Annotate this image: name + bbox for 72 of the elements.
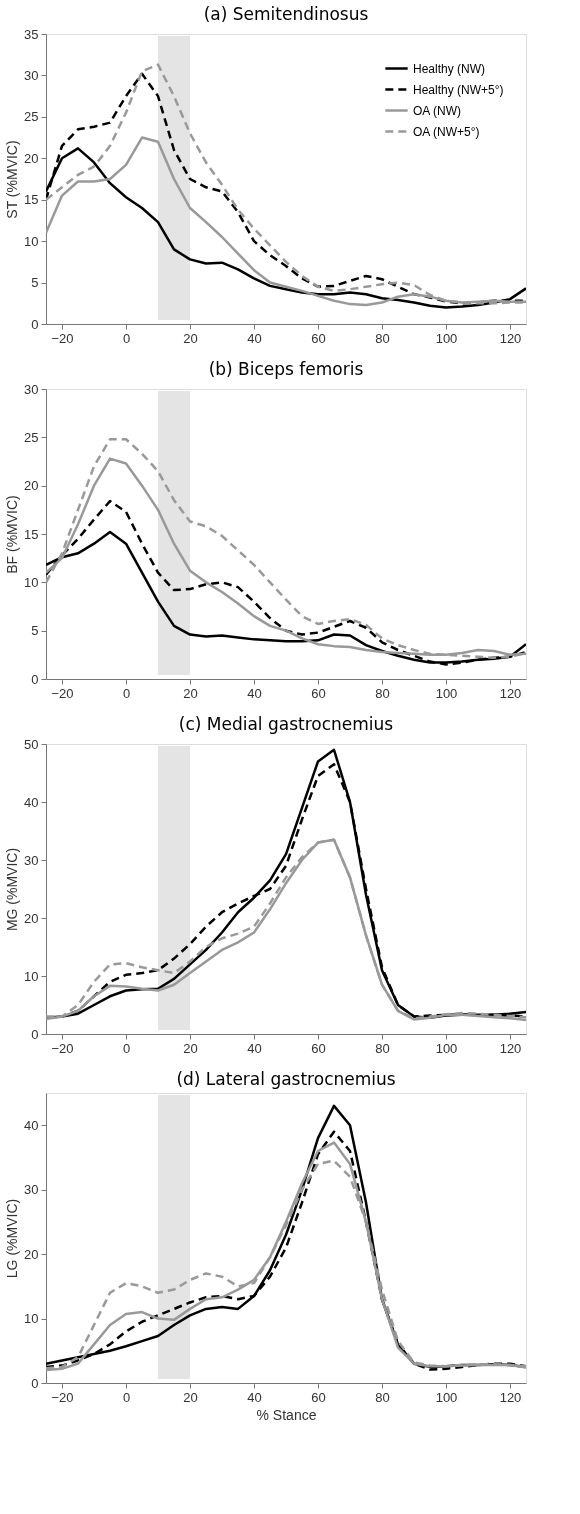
x-tick-label: −20 [51, 1389, 74, 1405]
y-tick-label: 25 [24, 429, 39, 445]
y-tick-label: 5 [31, 623, 39, 639]
x-tick-label: 60 [311, 330, 326, 346]
y-tick-label: 20 [24, 910, 39, 926]
y-tick-label: 30 [24, 852, 39, 868]
x-tick-label: 80 [375, 1040, 390, 1056]
x-tick-label: 80 [375, 1389, 390, 1405]
x-axis-title: % Stance [256, 1406, 317, 1423]
x-tick-label: 0 [122, 330, 131, 346]
x-tick-label: −20 [51, 685, 74, 701]
legend-label: OA (NW+5°) [413, 124, 480, 139]
y-axis-title: MG (%MVIC) [4, 847, 21, 932]
x-tick-label: 40 [247, 685, 262, 701]
y-tick-label: 10 [24, 574, 39, 590]
x-tick-label: 0 [122, 1389, 131, 1405]
x-tick-label: 20 [183, 330, 198, 346]
x-tick-label: 120 [499, 1389, 522, 1405]
y-tick-label: 20 [24, 150, 39, 166]
x-tick-label: 20 [183, 1040, 198, 1056]
x-tick-label: 60 [311, 1040, 326, 1056]
line-series [46, 499, 526, 666]
x-tick-label: 100 [435, 1389, 458, 1405]
x-tick-label: 40 [247, 330, 262, 346]
x-tick-label: 100 [435, 685, 458, 701]
y-tick-label: 15 [24, 526, 39, 542]
x-tick-label: 60 [311, 685, 326, 701]
x-tick-label: 120 [499, 685, 522, 701]
x-tick-label: 120 [499, 1040, 522, 1056]
x-tick-label: 20 [183, 685, 198, 701]
y-tick-label: 10 [24, 1311, 39, 1327]
y-tick-label: 40 [24, 1117, 39, 1133]
y-axis-title: LG (%MVIC) [4, 1198, 21, 1279]
y-tick-label: 0 [31, 671, 39, 687]
x-tick-label: 80 [375, 685, 390, 701]
x-tick-label: 60 [311, 1389, 326, 1405]
x-tick-label: 40 [247, 1389, 262, 1405]
x-tick-label: 100 [435, 1040, 458, 1056]
legend-label: Healthy (NW+5°) [413, 82, 504, 97]
chart-title: (c) Medial gastrocnemius [178, 714, 394, 734]
y-tick-label: 50 [24, 736, 39, 752]
x-tick-label: 80 [375, 330, 390, 346]
y-tick-label: 20 [24, 1246, 39, 1262]
x-tick-label: 0 [122, 685, 131, 701]
x-tick-label: 0 [122, 1040, 131, 1056]
y-axis-title: BF (%MVIC) [4, 495, 21, 574]
y-tick-label: 30 [24, 1182, 39, 1198]
y-tick-label: 0 [31, 1026, 39, 1042]
legend-label: OA (NW) [413, 103, 461, 118]
y-tick-label: 0 [31, 316, 39, 332]
y-tick-label: 0 [31, 1375, 39, 1391]
x-tick-label: 40 [247, 1040, 262, 1056]
legend-label: Healthy (NW) [413, 61, 486, 76]
x-tick-label: 100 [435, 330, 458, 346]
y-tick-label: 40 [24, 794, 39, 810]
chart-title: (b) Biceps femoris [208, 359, 364, 379]
y-tick-label: 15 [24, 192, 39, 208]
chart-title: (d) Lateral gastrocnemius [176, 1069, 396, 1089]
y-tick-label: 30 [24, 67, 39, 83]
y-tick-label: 30 [24, 381, 39, 397]
x-tick-label: 20 [183, 1389, 198, 1405]
x-tick-label: −20 [51, 1040, 74, 1056]
x-tick-label: −20 [51, 330, 74, 346]
y-tick-label: 25 [24, 109, 39, 125]
y-tick-label: 5 [31, 275, 39, 291]
y-tick-label: 20 [24, 478, 39, 494]
y-axis-title: ST (%MVIC) [4, 140, 21, 219]
y-tick-label: 10 [24, 968, 39, 984]
y-tick-label: 35 [24, 26, 39, 42]
y-tick-label: 10 [24, 233, 39, 249]
chart-title: (a) Semitendinosus [203, 4, 369, 24]
x-tick-label: 120 [499, 330, 522, 346]
